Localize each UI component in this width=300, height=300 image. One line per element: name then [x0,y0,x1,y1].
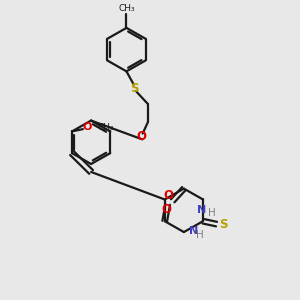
Text: O: O [82,122,92,132]
Text: H: H [208,208,216,218]
Text: N: N [197,205,206,215]
Text: H: H [196,230,203,240]
Text: CH₃: CH₃ [118,4,135,13]
Text: O: O [164,188,174,202]
Text: S: S [220,218,228,231]
Text: O: O [136,130,146,143]
Text: CH₃: CH₃ [97,123,114,132]
Text: O: O [161,202,171,215]
Text: N: N [189,226,198,236]
Text: S: S [130,82,139,94]
